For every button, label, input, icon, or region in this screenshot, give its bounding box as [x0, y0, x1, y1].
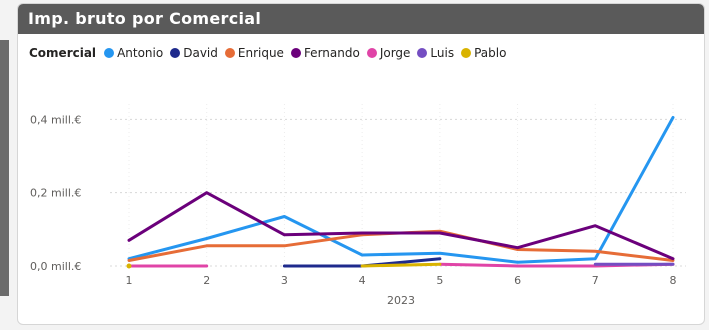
chart-card: Imp. bruto por Comercial Comercial Anton… — [17, 3, 705, 325]
x-tick-label: 4 — [359, 274, 366, 287]
x-axis-label: 2023 — [387, 294, 415, 307]
legend-marker — [366, 48, 377, 58]
line-chart: 0,0 mill.€ 0,2 mill.€ 0,4 mill.€ 1 2 3 4 5 6 7 8 20… — [30, 104, 686, 307]
legend-item-antonio[interactable]: Antonio — [104, 46, 163, 60]
x-tick-label: 2 — [203, 274, 210, 287]
series-antonio — [127, 116, 675, 264]
legend-marker — [417, 48, 428, 58]
legend-label: Antonio — [117, 46, 164, 60]
x-tick-label: 5 — [436, 274, 443, 287]
legend-label: David — [183, 46, 218, 60]
legend-label: Fernando — [303, 46, 360, 60]
x-tick-label: 7 — [592, 274, 599, 287]
legend-label: Luis — [430, 46, 455, 60]
series-line — [127, 229, 675, 262]
x-tick-label: 6 — [514, 274, 521, 287]
series-line — [127, 191, 675, 261]
legend-marker — [224, 48, 235, 58]
series-pablo — [126, 262, 442, 269]
legend-item-jorge[interactable]: Jorge — [366, 46, 411, 60]
legend-title: Comercial — [29, 46, 97, 60]
series-line — [360, 262, 442, 268]
legend-marker — [461, 48, 472, 58]
legend-label: Jorge — [379, 46, 411, 60]
legend-marker — [170, 48, 181, 58]
legend-item-fernando[interactable]: Fernando — [290, 46, 360, 60]
legend-marker — [290, 48, 301, 58]
legend-label: Pablo — [474, 46, 507, 60]
chart-title: Imp. bruto por Comercial — [18, 4, 704, 34]
series-fernando — [127, 191, 675, 261]
y-tick-label: 0,2 mill.€ — [30, 187, 81, 200]
series-point — [126, 263, 132, 269]
series-line — [127, 116, 675, 264]
left-scroll-strip — [0, 40, 9, 296]
y-tick-label: 0,4 mill.€ — [30, 113, 81, 126]
legend-item-david[interactable]: David — [170, 46, 218, 60]
legend-item-enrique[interactable]: Enrique — [224, 46, 284, 60]
legend-marker — [104, 48, 115, 58]
x-tick-label: 8 — [670, 274, 677, 287]
legend: Comercial Antonio David Enrique Fernando Jor… — [29, 44, 513, 62]
x-tick-label: 1 — [126, 274, 133, 287]
legend-item-pablo[interactable]: Pablo — [461, 46, 506, 60]
series-enrique — [127, 229, 675, 262]
legend-label: Enrique — [237, 46, 284, 60]
y-tick-label: 0,0 mill.€ — [30, 260, 81, 273]
x-tick-label: 3 — [281, 274, 288, 287]
legend-item-luis[interactable]: Luis — [417, 46, 454, 60]
